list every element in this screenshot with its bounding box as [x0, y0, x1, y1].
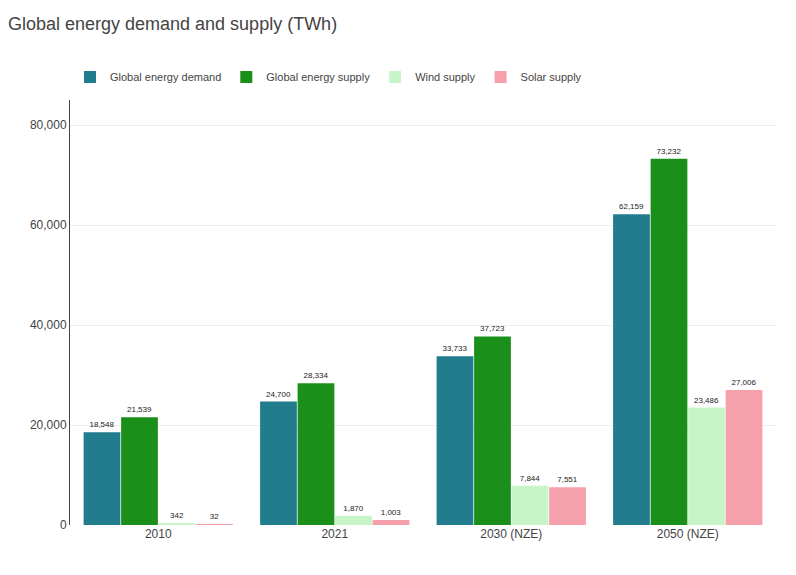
svg-text:24,700: 24,700 — [266, 390, 291, 399]
svg-text:28,334: 28,334 — [303, 371, 328, 380]
svg-text:342: 342 — [170, 511, 184, 520]
svg-text:Solar supply: Solar supply — [521, 71, 582, 83]
svg-text:2030 (NZE): 2030 (NZE) — [480, 527, 542, 541]
svg-text:Global energy demand and suppl: Global energy demand and supply (TWh) — [8, 14, 337, 34]
svg-text:2021: 2021 — [321, 527, 348, 541]
svg-text:0: 0 — [60, 518, 67, 532]
svg-text:2010: 2010 — [145, 527, 172, 541]
svg-text:62,159: 62,159 — [619, 202, 644, 211]
svg-text:1,003: 1,003 — [381, 508, 402, 517]
svg-text:33,733: 33,733 — [442, 344, 467, 353]
svg-text:40,000: 40,000 — [30, 318, 67, 332]
svg-text:37,723: 37,723 — [480, 324, 505, 333]
svg-text:73,232: 73,232 — [656, 147, 681, 156]
svg-text:60,000: 60,000 — [30, 218, 67, 232]
svg-text:Wind supply: Wind supply — [415, 71, 475, 83]
svg-text:21,539: 21,539 — [127, 405, 152, 414]
svg-text:27,006: 27,006 — [732, 378, 757, 387]
svg-text:7,551: 7,551 — [557, 475, 578, 484]
svg-text:7,844: 7,844 — [520, 474, 541, 483]
svg-text:1,870: 1,870 — [343, 504, 364, 513]
svg-text:2050 (NZE): 2050 (NZE) — [657, 527, 719, 541]
svg-text:32: 32 — [210, 512, 219, 521]
svg-text:20,000: 20,000 — [30, 418, 67, 432]
svg-text:Global energy demand: Global energy demand — [110, 71, 221, 83]
svg-text:18,548: 18,548 — [89, 420, 114, 429]
svg-text:80,000: 80,000 — [30, 118, 67, 132]
svg-text:23,486: 23,486 — [694, 396, 719, 405]
svg-text:Global energy supply: Global energy supply — [266, 71, 370, 83]
